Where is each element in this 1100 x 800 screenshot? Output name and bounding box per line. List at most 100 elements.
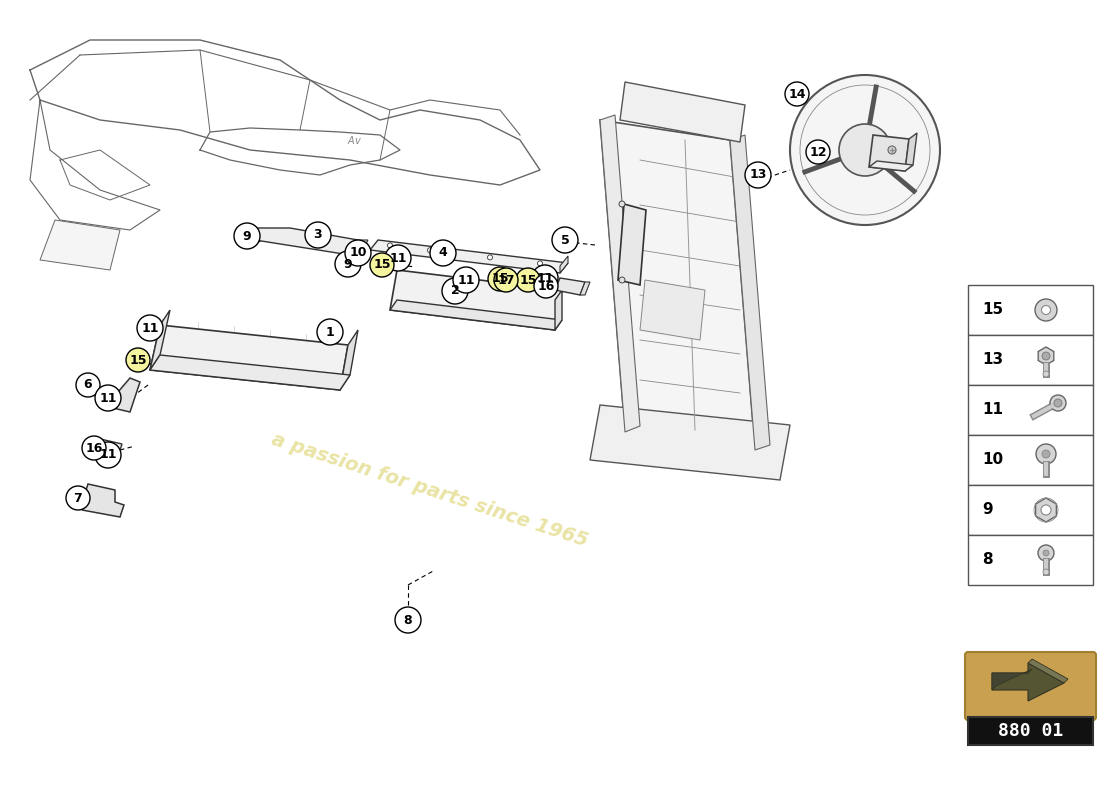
FancyBboxPatch shape xyxy=(968,385,1093,435)
Text: 10: 10 xyxy=(350,246,366,259)
Circle shape xyxy=(1050,395,1066,411)
Polygon shape xyxy=(150,310,170,370)
Circle shape xyxy=(516,268,540,292)
Circle shape xyxy=(1035,299,1057,321)
Circle shape xyxy=(370,253,394,277)
Polygon shape xyxy=(150,355,350,390)
Polygon shape xyxy=(556,278,585,295)
Circle shape xyxy=(790,75,940,225)
Text: 15: 15 xyxy=(373,258,390,271)
Text: 16: 16 xyxy=(537,279,554,293)
Circle shape xyxy=(336,251,361,277)
Text: 11: 11 xyxy=(99,391,117,405)
Circle shape xyxy=(532,265,558,291)
FancyBboxPatch shape xyxy=(968,285,1093,335)
Circle shape xyxy=(619,201,625,207)
Circle shape xyxy=(442,278,468,304)
Text: 2: 2 xyxy=(451,285,460,298)
Text: 15: 15 xyxy=(130,354,146,366)
Text: 16: 16 xyxy=(86,442,102,454)
Circle shape xyxy=(538,261,542,266)
Circle shape xyxy=(1042,306,1050,314)
Circle shape xyxy=(1042,352,1050,360)
Circle shape xyxy=(305,222,331,248)
Circle shape xyxy=(76,373,100,397)
Circle shape xyxy=(1043,550,1049,556)
Text: 880 01: 880 01 xyxy=(998,722,1063,740)
Text: 11: 11 xyxy=(537,271,553,285)
Circle shape xyxy=(95,385,121,411)
Text: 9: 9 xyxy=(982,502,992,518)
Circle shape xyxy=(234,223,260,249)
Circle shape xyxy=(888,146,896,154)
Circle shape xyxy=(345,240,371,266)
Polygon shape xyxy=(100,378,140,412)
Circle shape xyxy=(1036,444,1056,464)
Polygon shape xyxy=(82,484,124,517)
Polygon shape xyxy=(905,133,917,171)
Polygon shape xyxy=(580,282,590,295)
Circle shape xyxy=(839,124,891,176)
Circle shape xyxy=(428,248,432,253)
Polygon shape xyxy=(556,290,562,330)
Polygon shape xyxy=(869,135,909,171)
Circle shape xyxy=(1054,399,1062,407)
Circle shape xyxy=(138,315,163,341)
Polygon shape xyxy=(730,135,770,450)
FancyBboxPatch shape xyxy=(968,485,1093,535)
Circle shape xyxy=(1042,450,1050,458)
Text: 9: 9 xyxy=(243,230,251,242)
Circle shape xyxy=(785,82,808,106)
Polygon shape xyxy=(590,405,790,480)
Circle shape xyxy=(82,436,106,460)
Circle shape xyxy=(1038,545,1054,561)
Circle shape xyxy=(430,240,456,266)
Text: 1: 1 xyxy=(326,326,334,338)
Text: 6: 6 xyxy=(84,378,92,391)
Circle shape xyxy=(126,348,150,372)
Circle shape xyxy=(488,267,512,291)
FancyBboxPatch shape xyxy=(968,435,1093,485)
Circle shape xyxy=(317,319,343,345)
Polygon shape xyxy=(1038,347,1054,365)
Polygon shape xyxy=(600,115,640,432)
Circle shape xyxy=(66,486,90,510)
Polygon shape xyxy=(992,669,1032,690)
Circle shape xyxy=(619,277,625,283)
Polygon shape xyxy=(620,82,745,142)
Polygon shape xyxy=(618,204,646,285)
Circle shape xyxy=(745,162,771,188)
Text: 15: 15 xyxy=(519,274,537,286)
Text: 3: 3 xyxy=(314,229,322,242)
Text: 4: 4 xyxy=(439,246,448,259)
Circle shape xyxy=(1043,569,1049,575)
Polygon shape xyxy=(350,240,368,255)
Text: 11: 11 xyxy=(389,251,407,265)
FancyBboxPatch shape xyxy=(968,335,1093,385)
Text: 13: 13 xyxy=(749,169,767,182)
Polygon shape xyxy=(1028,659,1068,683)
Text: 12: 12 xyxy=(810,146,827,158)
Text: a passion for parts since 1965: a passion for parts since 1965 xyxy=(270,430,591,550)
Polygon shape xyxy=(92,438,122,456)
Circle shape xyxy=(95,442,121,468)
Text: 8: 8 xyxy=(404,614,412,626)
Circle shape xyxy=(395,607,421,633)
Text: 8: 8 xyxy=(982,553,992,567)
Circle shape xyxy=(385,245,411,271)
Circle shape xyxy=(494,268,518,292)
Circle shape xyxy=(453,267,478,293)
Text: 13: 13 xyxy=(982,353,1003,367)
FancyBboxPatch shape xyxy=(968,717,1093,745)
Polygon shape xyxy=(340,330,358,390)
Polygon shape xyxy=(40,220,120,270)
Polygon shape xyxy=(255,228,358,255)
Text: 15: 15 xyxy=(492,273,508,286)
Text: 10: 10 xyxy=(982,453,1003,467)
Polygon shape xyxy=(390,270,562,330)
Text: 17: 17 xyxy=(497,274,515,286)
Circle shape xyxy=(387,243,393,248)
Text: 9: 9 xyxy=(343,258,352,270)
Text: $\mathit{Av}$: $\mathit{Av}$ xyxy=(348,134,363,146)
Polygon shape xyxy=(992,663,1064,701)
